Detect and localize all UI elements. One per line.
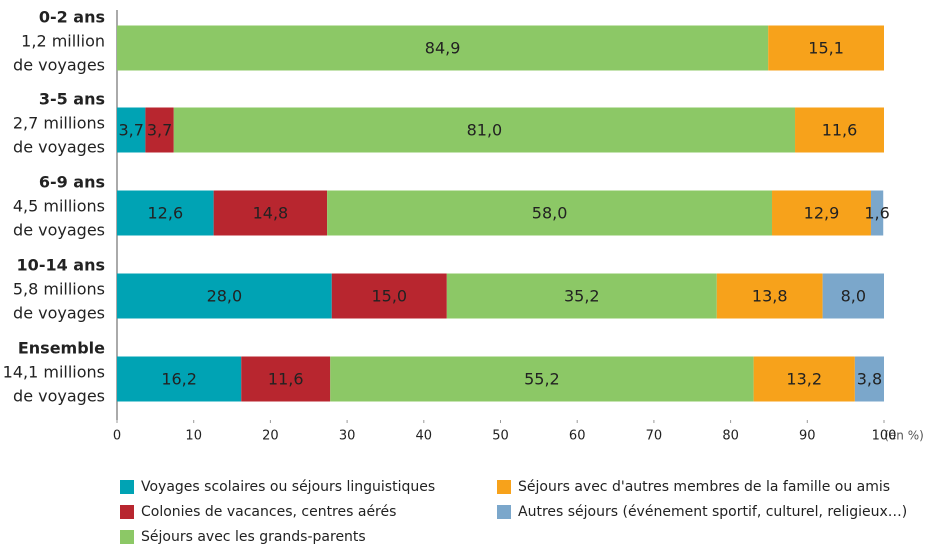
- value-label: 16,2: [161, 370, 197, 389]
- category-label: 3-5 ans: [39, 90, 105, 109]
- bar-segment: [173, 107, 796, 153]
- x-tick-label: 60: [569, 429, 586, 444]
- bar-segment: [854, 356, 884, 402]
- bar-segment: [446, 273, 717, 319]
- value-label: 28,0: [207, 287, 243, 306]
- x-tick-label: 10: [185, 429, 202, 444]
- category-label: Ensemble: [18, 339, 105, 358]
- legend-label: Autres séjours (événement sportif, cultu…: [518, 504, 907, 520]
- value-label: 13,8: [752, 287, 788, 306]
- value-label: 13,2: [786, 370, 822, 389]
- value-label: 12,9: [804, 204, 840, 223]
- value-label: 55,2: [524, 370, 560, 389]
- x-tick-label: 100: [872, 429, 897, 444]
- legend-label: Séjours avec les grands-parents: [141, 529, 366, 545]
- category-note: de voyages: [13, 387, 105, 406]
- category-note: 1,2 million: [21, 32, 105, 51]
- x-tick-label: 30: [339, 429, 356, 444]
- bar-segment: [795, 107, 884, 153]
- value-label: 14,8: [253, 204, 289, 223]
- value-label: 3,7: [118, 121, 143, 140]
- bar-segment: [117, 25, 769, 71]
- legend-swatch: [497, 505, 511, 519]
- bar-segment: [716, 273, 823, 319]
- x-tick-label: 70: [646, 429, 663, 444]
- value-label: 3,8: [857, 370, 882, 389]
- x-unit: (en %): [884, 429, 924, 443]
- x-tick-label: 90: [799, 429, 816, 444]
- category-label: 10-14 ans: [17, 256, 105, 275]
- bar-segment: [822, 273, 884, 319]
- legend-swatch: [120, 505, 134, 519]
- category-note: 4,5 millions: [13, 197, 105, 216]
- value-label: 84,9: [425, 39, 461, 58]
- category-note: de voyages: [13, 304, 105, 323]
- category-label: 6-9 ans: [39, 173, 105, 192]
- value-label: 1,6: [864, 204, 889, 223]
- category-note: de voyages: [13, 221, 105, 240]
- bar-segment: [117, 273, 332, 319]
- legend-label: Séjours avec d'autres membres de la fami…: [518, 479, 890, 495]
- category-note: 14,1 millions: [3, 363, 105, 382]
- x-tick-label: 0: [113, 429, 121, 444]
- x-tick-label: 50: [492, 429, 509, 444]
- value-label: 35,2: [564, 287, 600, 306]
- value-label: 11,6: [268, 370, 304, 389]
- value-label: 11,6: [822, 121, 858, 140]
- legend-label: Colonies de vacances, centres aérés: [141, 504, 396, 520]
- bar-segment: [117, 190, 214, 236]
- value-label: 15,1: [808, 39, 844, 58]
- legend-label: Voyages scolaires ou séjours linguistiqu…: [141, 479, 435, 495]
- bar-segment: [213, 190, 328, 236]
- bar-segment: [327, 190, 773, 236]
- legend-swatch: [120, 530, 134, 544]
- bar-segment: [331, 273, 447, 319]
- legend-swatch: [497, 480, 511, 494]
- bar-segment: [753, 356, 855, 402]
- category-note: 2,7 millions: [13, 114, 105, 133]
- x-tick-label: 40: [416, 429, 433, 444]
- legend-swatch: [120, 480, 134, 494]
- bar-segment: [330, 356, 754, 402]
- x-tick-label: 80: [722, 429, 739, 444]
- value-label: 81,0: [467, 121, 503, 140]
- bar-segment: [768, 25, 884, 71]
- bar-segment: [870, 190, 884, 236]
- value-label: 15,0: [371, 287, 407, 306]
- bar-segment: [772, 190, 871, 236]
- category-note: de voyages: [13, 56, 105, 75]
- x-tick-label: 20: [262, 429, 279, 444]
- bar-segment: [241, 356, 331, 402]
- category-label: 0-2 ans: [39, 8, 105, 27]
- value-label: 3,7: [147, 121, 172, 140]
- value-label: 8,0: [841, 287, 866, 306]
- bar-segment: [145, 107, 174, 153]
- value-label: 12,6: [148, 204, 184, 223]
- value-label: 58,0: [532, 204, 568, 223]
- bar-segment: [117, 356, 242, 402]
- bar-segment: [117, 107, 146, 153]
- category-note: de voyages: [13, 138, 105, 157]
- category-note: 5,8 millions: [13, 280, 105, 299]
